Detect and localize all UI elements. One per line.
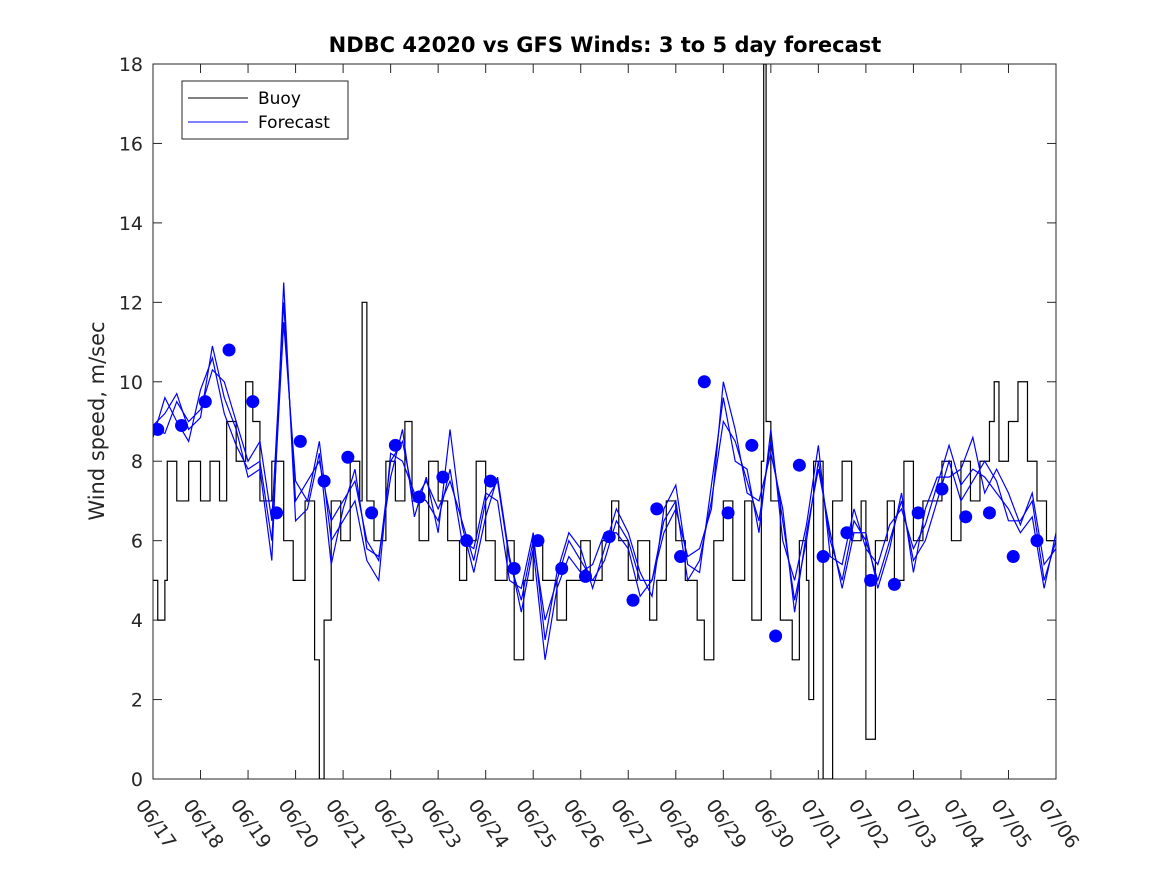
x-tick-label: 06/20 — [273, 795, 322, 852]
axes-box — [152, 63, 1057, 780]
forecast-marker — [935, 482, 949, 496]
forecast-marker — [388, 438, 402, 452]
y-tick-label: 4 — [131, 610, 143, 632]
y-tick-label: 2 — [131, 690, 143, 712]
buoy-series-line — [153, 64, 1056, 779]
x-tick-label: 07/05 — [986, 795, 1035, 852]
y-axis-label: Wind speed, m/sec — [85, 321, 109, 520]
x-tick-label: 06/18 — [178, 795, 227, 852]
forecast-marker — [887, 577, 901, 591]
forecast-marker — [175, 418, 189, 432]
series-group — [153, 64, 1056, 779]
x-tick-label: 06/21 — [321, 795, 370, 852]
forecast-marker — [483, 474, 497, 488]
forecast-marker — [222, 343, 236, 357]
y-tick-label: 10 — [119, 372, 143, 394]
x-tick-label: 07/03 — [891, 795, 940, 852]
plot-area: 0 2 4 6 8 10 12 14 16 18 06/1706/1806/1906/2006/21… — [119, 54, 1084, 853]
forecast-marker — [1006, 550, 1020, 564]
y-tick-label: 18 — [119, 54, 143, 76]
x-tick-label: 06/26 — [559, 795, 608, 852]
forecast-marker — [792, 458, 806, 472]
forecast-marker — [602, 530, 616, 544]
forecast-marker — [911, 506, 925, 520]
forecast-series-line-1 — [153, 302, 1056, 621]
forecast-marker — [674, 550, 688, 564]
forecast-marker — [246, 395, 260, 409]
forecast-marker — [531, 534, 545, 548]
forecast-marker — [769, 629, 783, 643]
forecast-marker — [697, 375, 711, 389]
forecast-series-line-3 — [153, 282, 1056, 660]
x-tick-label: 06/19 — [226, 795, 275, 852]
forecast-marker — [840, 526, 854, 540]
forecast-marker — [650, 502, 664, 516]
forecast-marker — [555, 561, 569, 575]
y-tick-label: 14 — [119, 213, 143, 235]
forecast-marker — [959, 510, 973, 524]
x-tick-label: 06/25 — [511, 795, 560, 852]
forecast-marker — [1030, 534, 1044, 548]
forecast-marker — [365, 506, 379, 520]
y-tick-label: 16 — [119, 133, 143, 155]
x-tick-label: 07/04 — [939, 795, 988, 852]
chart-title: NDBC 42020 vs GFS Winds: 3 to 5 day fore… — [329, 33, 882, 57]
x-tick-label: 06/27 — [606, 795, 655, 852]
x-tick-label: 07/06 — [1034, 795, 1083, 852]
forecast-marker — [721, 506, 735, 520]
forecast-marker — [816, 550, 830, 564]
x-tick-label: 06/24 — [464, 795, 513, 852]
y-tick-label: 6 — [131, 531, 143, 553]
forecast-marker — [626, 593, 640, 607]
x-tick-label: 06/22 — [369, 795, 418, 852]
forecast-marker — [293, 434, 307, 448]
legend: Buoy Forecast — [181, 80, 349, 140]
y-tick-label: 12 — [119, 292, 143, 314]
forecast-marker — [864, 573, 878, 587]
forecast-marker — [578, 569, 592, 583]
legend-buoy-label: Buoy — [258, 89, 301, 109]
x-tick-label: 07/01 — [796, 795, 845, 852]
forecast-marker — [317, 474, 331, 488]
forecast-marker — [341, 450, 355, 464]
forecast-marker — [198, 395, 212, 409]
forecast-marker — [436, 470, 450, 484]
x-tick-label: 06/30 — [749, 795, 798, 852]
x-tick-label: 07/02 — [844, 795, 893, 852]
x-tick-label: 06/23 — [416, 795, 465, 852]
x-tick-label: 06/28 — [654, 795, 703, 852]
forecast-marker — [507, 561, 521, 575]
x-tick-label: 06/17 — [131, 795, 180, 852]
forecast-marker — [982, 506, 996, 520]
forecast-marker — [153, 422, 165, 436]
forecast-marker — [460, 534, 474, 548]
forecast-marker — [412, 490, 426, 504]
x-tick-label: 06/29 — [701, 795, 750, 852]
forecast-marker — [745, 438, 759, 452]
y-tick-label: 8 — [131, 451, 143, 473]
legend-forecast-label: Forecast — [258, 113, 330, 133]
legend-box — [181, 80, 349, 140]
y-tick-label: 0 — [131, 769, 143, 791]
forecast-marker — [270, 506, 284, 520]
